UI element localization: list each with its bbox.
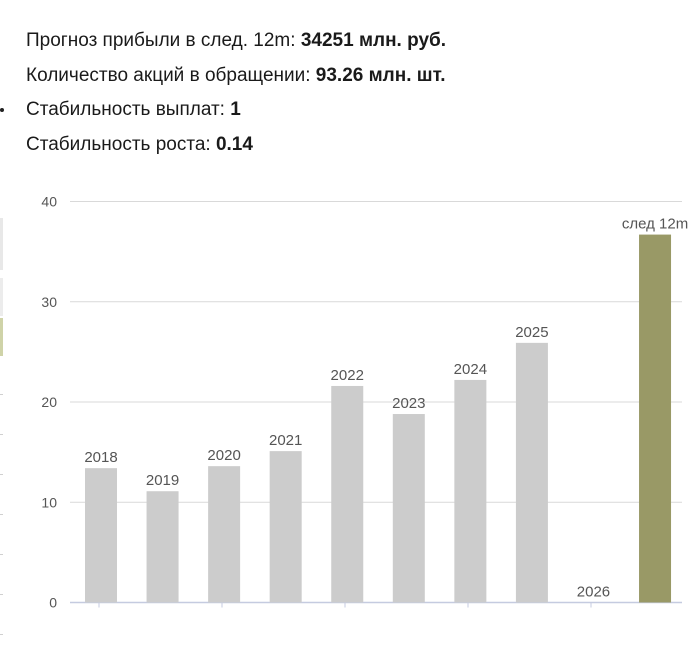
bar-label: 2023 <box>392 395 425 412</box>
bar-label: 2024 <box>454 361 487 378</box>
left-edge-divider <box>0 474 3 475</box>
bar-label: 2019 <box>146 472 179 489</box>
left-edge-block <box>0 218 3 270</box>
profit-forecast-value: 34251 млн. руб. <box>300 30 447 51</box>
bar-label: след 12m <box>622 216 688 233</box>
bar-label: 2025 <box>515 324 548 341</box>
left-edge-divider <box>0 394 3 395</box>
payout-stability-label: Стабильность выплат: <box>26 99 231 120</box>
left-edge-divider <box>0 514 3 515</box>
growth-stability-value: 0.14 <box>215 133 253 155</box>
bar <box>85 468 117 603</box>
y-tick-label: 20 <box>41 394 57 410</box>
shares-outstanding-line: Количество акций в обращении: 93.26 млн.… <box>26 59 446 94</box>
growth-stability-label: Стабильность роста: <box>26 133 216 155</box>
left-edge-accent <box>0 318 3 356</box>
left-edge-divider <box>0 554 3 555</box>
y-tick-label: 40 <box>41 194 57 210</box>
left-edge-divider <box>0 434 3 435</box>
stats-panel: Прогноз прибыли в след. 12m: 34251 млн. … <box>26 24 446 162</box>
payout-stability-value: 1 <box>230 99 241 120</box>
bar-label: 2018 <box>84 449 117 466</box>
bar <box>146 491 179 603</box>
annual-profit-bar-chart: 0 10 20 30 40 2018 2019 2020 2021 2022 2023 2024 202… <box>41 194 688 611</box>
bar-label: 2026 <box>577 584 610 601</box>
payout-stability-line: Стабильность выплат: 1 <box>26 93 446 128</box>
y-tick-label: 30 <box>41 294 57 310</box>
bar <box>392 414 425 603</box>
bar-label: 2020 <box>207 447 240 464</box>
left-edge-divider <box>0 634 3 635</box>
y-tick-label: 0 <box>49 595 57 611</box>
shares-outstanding-value: 93.26 млн. шт. <box>315 64 446 86</box>
left-edge-block <box>0 278 3 316</box>
bar <box>269 451 302 603</box>
profit-forecast-label: Прогноз прибыли в след. 12m: <box>26 30 301 51</box>
list-bullet <box>0 108 4 112</box>
bar <box>454 379 487 603</box>
shares-outstanding-label: Количество акций в обращении: <box>26 64 316 86</box>
bar <box>331 385 364 603</box>
profit-forecast-line: Прогноз прибыли в след. 12m: 34251 млн. … <box>26 24 446 59</box>
bar-label: 2022 <box>331 367 364 384</box>
y-tick-label: 10 <box>41 494 57 510</box>
bar <box>515 342 548 603</box>
growth-stability-line: Стабильность роста: 0.14 <box>26 128 446 163</box>
forecast-bar <box>639 234 672 603</box>
left-edge-divider <box>0 594 3 595</box>
bar <box>208 466 241 603</box>
bar-label: 2021 <box>269 432 302 449</box>
